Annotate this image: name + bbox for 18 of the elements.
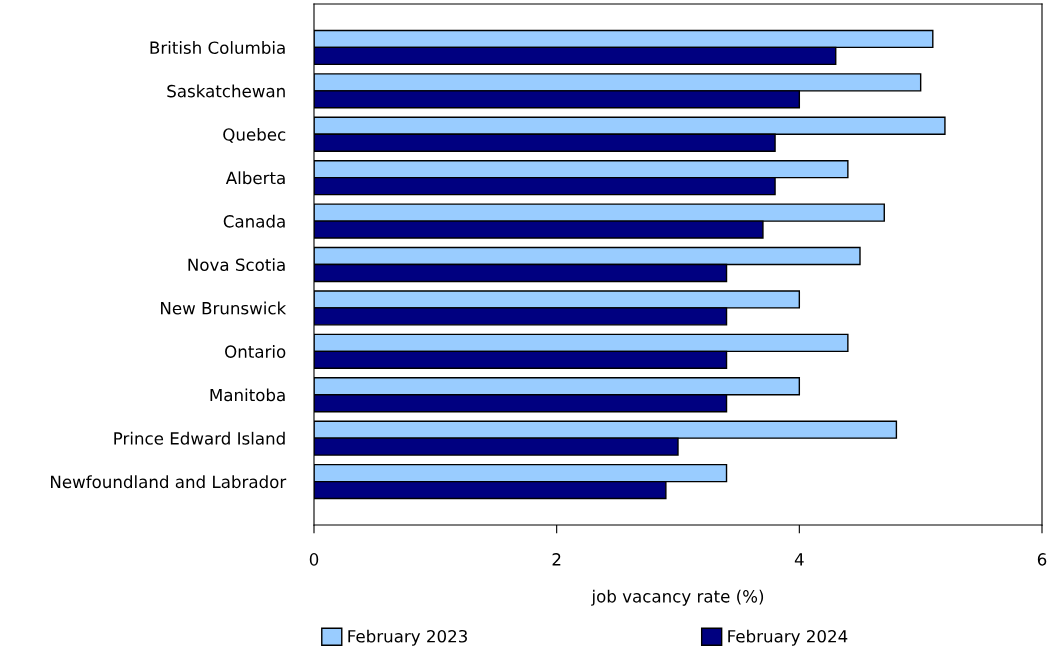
x-tick-label: 0	[309, 553, 319, 566]
y-tick-label: Alberta	[225, 171, 285, 185]
y-tick-label: Quebec	[223, 127, 286, 143]
y-tick-label: Nova Scotia	[188, 258, 285, 272]
y-tick-label: Canada	[223, 214, 285, 228]
x-tick-label: 4	[794, 553, 804, 566]
y-tick-label: Manitoba	[210, 388, 285, 402]
legend-label: February 2024	[728, 629, 848, 646]
x-tick-label: 2	[552, 553, 561, 566]
x-axis-title: job vacancy rate (%)	[591, 589, 764, 606]
y-tick-label: New Brunswick	[161, 301, 287, 315]
legend-label: February 2023	[348, 629, 467, 646]
y-tick-label: Newfoundland and Labrador	[51, 475, 287, 489]
y-tick-label: Prince Edward Island	[114, 431, 285, 445]
y-tick-label: British Columbia	[150, 41, 285, 54]
y-tick-label: Ontario	[225, 345, 286, 358]
y-tick-label: Saskatchewan	[167, 84, 285, 98]
x-tick-label: 6	[1037, 553, 1047, 566]
